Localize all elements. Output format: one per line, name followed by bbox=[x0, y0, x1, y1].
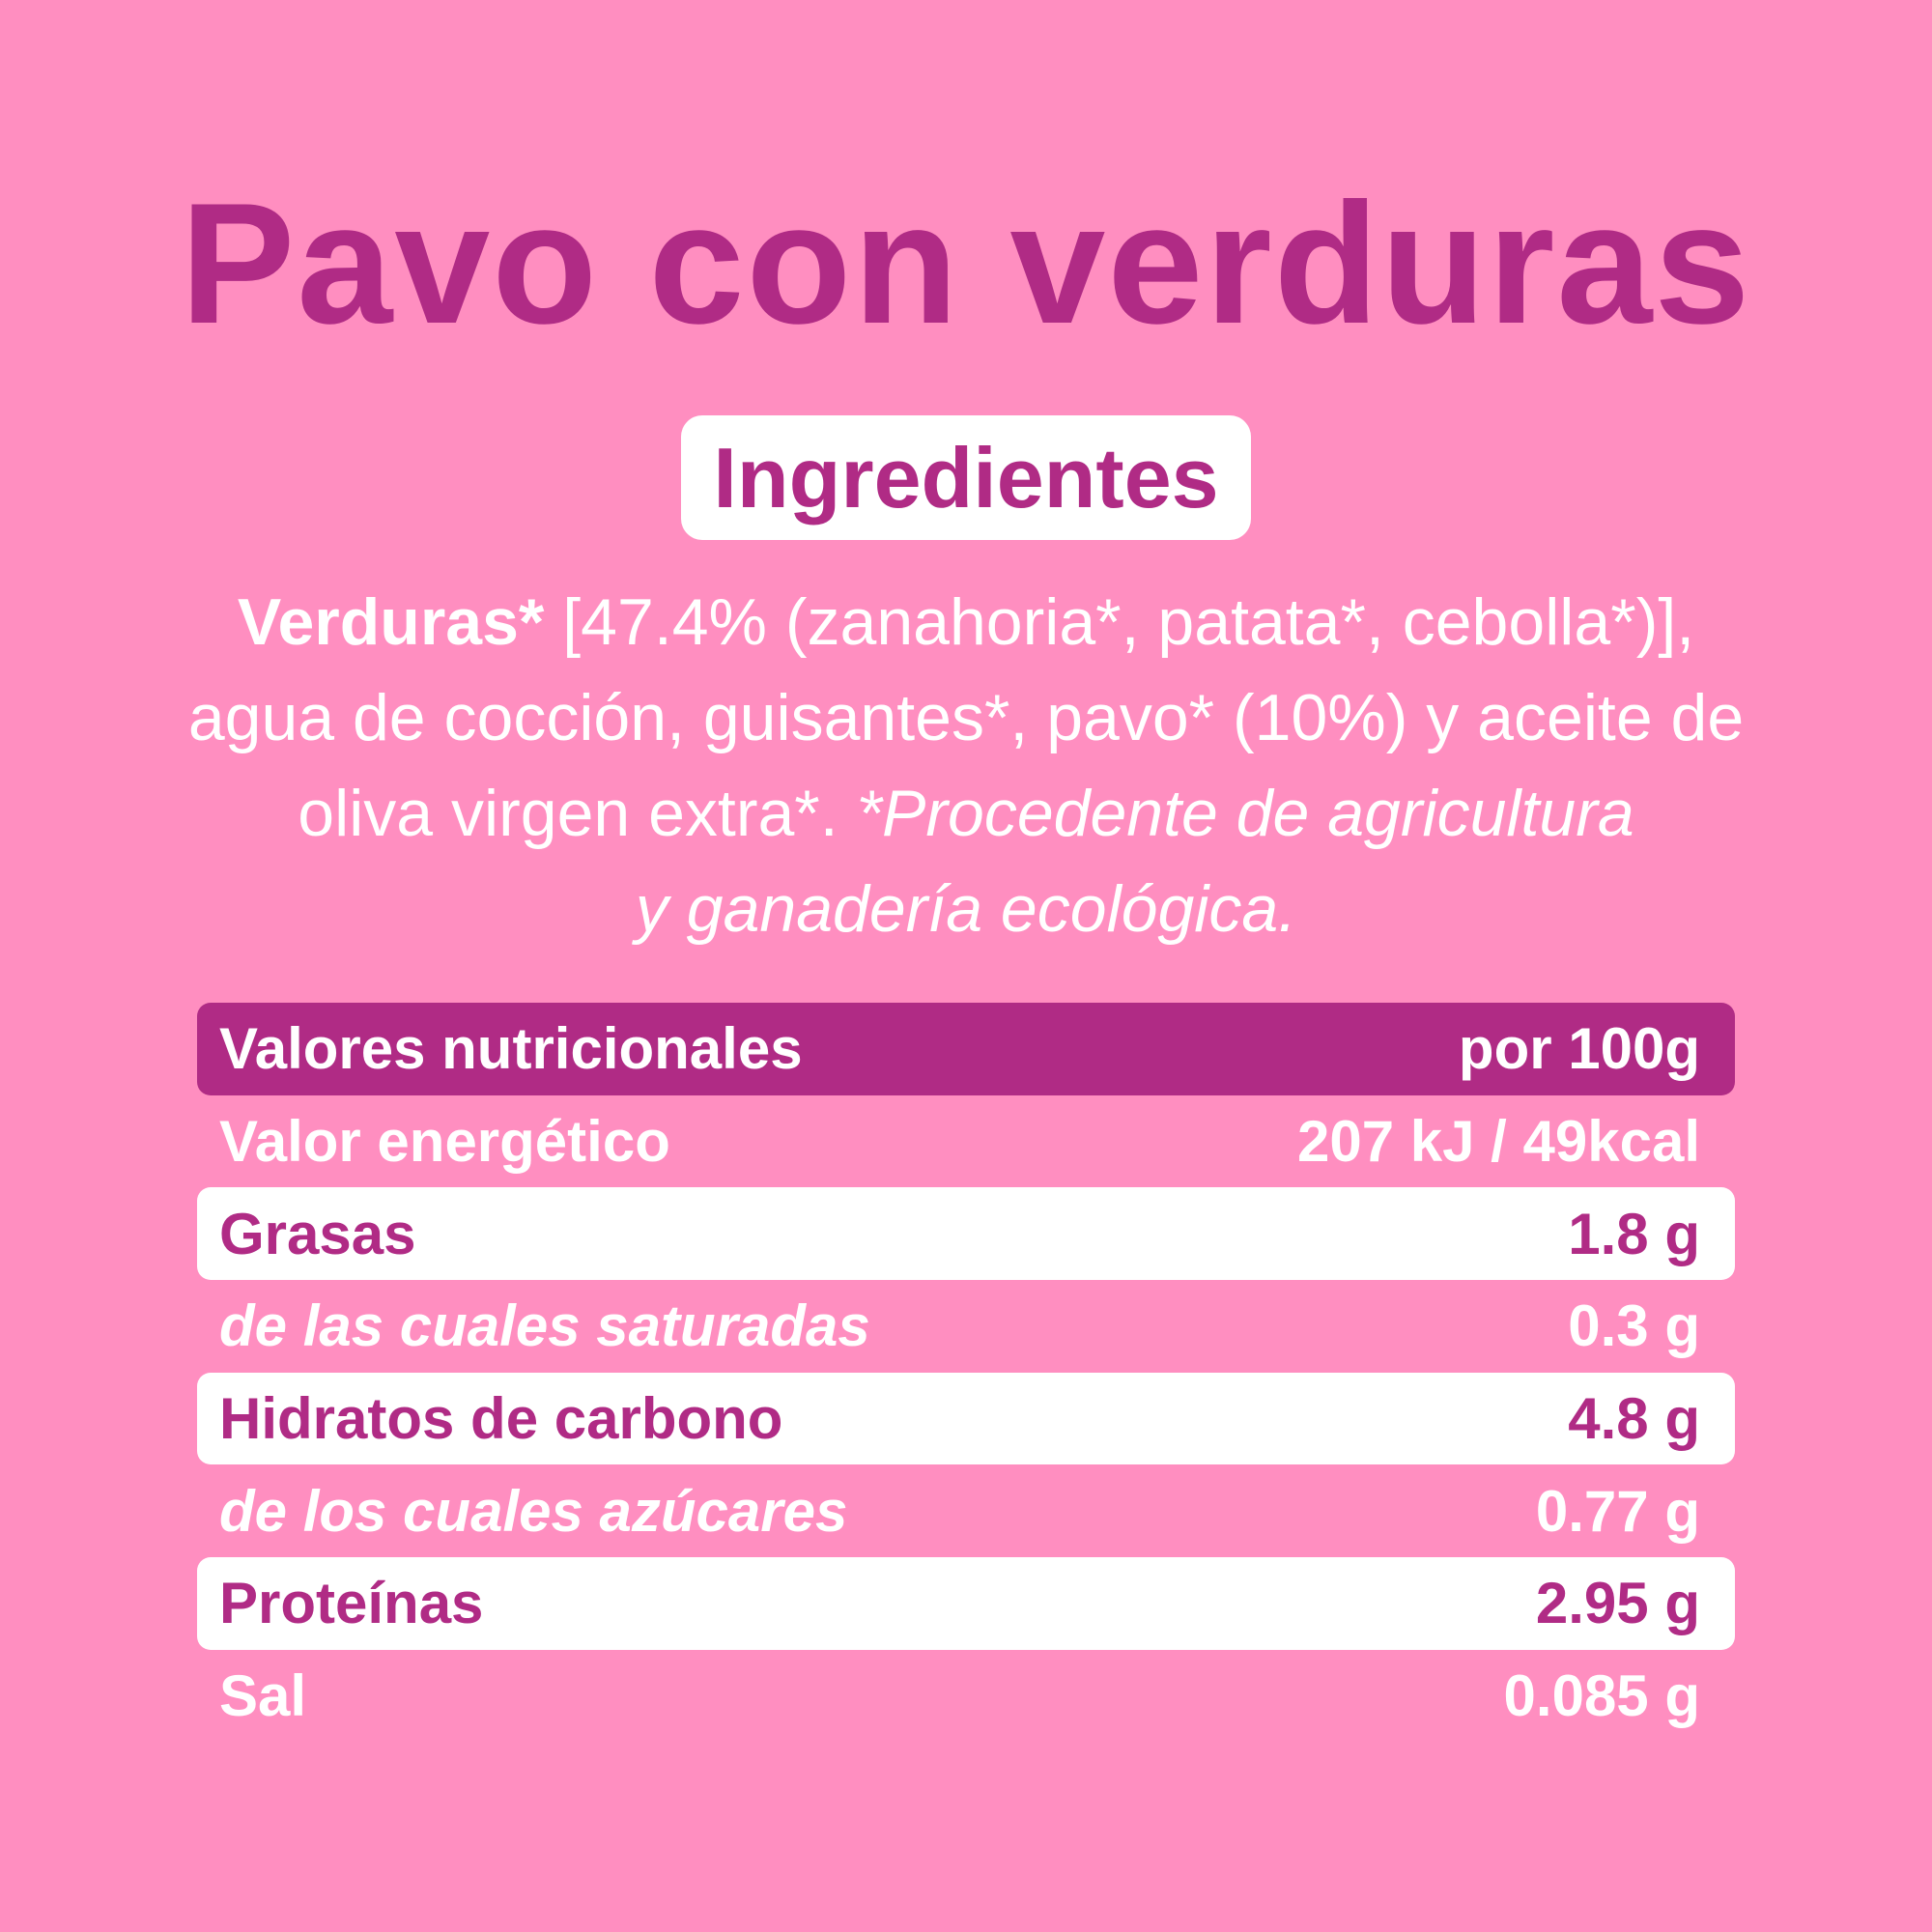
text-run: y ganadería ecológica. bbox=[635, 872, 1297, 946]
nutrient-name: Valor energético bbox=[219, 1109, 670, 1175]
table-row: Sal 0.085 g bbox=[197, 1650, 1735, 1743]
text-run: oliva virgen extra*. bbox=[298, 777, 857, 850]
ingredients-line: oliva virgen extra*. *Procedente de agri… bbox=[0, 766, 1932, 862]
nutrient-value: 207 kJ / 49kcal bbox=[1296, 1109, 1700, 1175]
nutrient-value: 0.085 g bbox=[1503, 1663, 1700, 1729]
table-row: Proteínas 2.95 g bbox=[197, 1557, 1735, 1650]
nutrient-name: de las cuales saturadas bbox=[219, 1293, 870, 1359]
nutrient-value: 0.77 g bbox=[1535, 1478, 1700, 1544]
nutrient-value: 0.3 g bbox=[1568, 1293, 1700, 1359]
nutrient-name: Proteínas bbox=[219, 1571, 484, 1636]
nutrient-name: Grasas bbox=[219, 1201, 416, 1266]
nutrient-value: 2.95 g bbox=[1535, 1571, 1700, 1636]
nutrient-value: 1.8 g bbox=[1568, 1201, 1700, 1266]
ingredients-heading-box: Ingredientes bbox=[681, 415, 1251, 540]
ingredients-line: agua de cocción, guisantes*, pavo* (10%)… bbox=[0, 670, 1932, 766]
table-row: Hidratos de carbono 4.8 g bbox=[197, 1372, 1735, 1465]
text-run: [47.4% (zanahoria*, patata*, cebolla*)], bbox=[544, 585, 1695, 659]
nutrition-table: Valores nutricionales por 100g Valor energ… bbox=[197, 1003, 1735, 1743]
ingredients-line: y ganadería ecológica. bbox=[0, 862, 1932, 957]
nutrient-name: de los cuales azúcares bbox=[219, 1478, 848, 1544]
table-row: Grasas 1.8 g bbox=[197, 1187, 1735, 1281]
title: Pavo con verduras bbox=[180, 167, 1752, 359]
table-row: de las cuales saturadas 0.3 g bbox=[197, 1280, 1735, 1373]
nutrient-name: Sal bbox=[219, 1663, 307, 1729]
text-run: agua de cocción, guisantes*, pavo* (10%)… bbox=[187, 681, 1745, 754]
nutrient-name: Hidratos de carbono bbox=[219, 1386, 783, 1452]
ingredients-text: Verduras* [47.4% (zanahoria*, patata*, c… bbox=[0, 575, 1932, 957]
ingredients-line: Verduras* [47.4% (zanahoria*, patata*, c… bbox=[0, 575, 1932, 670]
text-run: *Procedente de agricultura bbox=[856, 777, 1634, 850]
table-header: Valores nutricionales por 100g bbox=[197, 1003, 1735, 1095]
header-label: Valores nutricionales bbox=[219, 1016, 803, 1082]
table-row: de los cuales azúcares 0.77 g bbox=[197, 1464, 1735, 1557]
nutrient-value: 4.8 g bbox=[1568, 1386, 1700, 1452]
ingredients-heading: Ingredientes bbox=[713, 429, 1219, 526]
text-run: Verduras* bbox=[237, 585, 545, 659]
header-unit: por 100g bbox=[1458, 1016, 1700, 1082]
table-row: Valor energético 207 kJ / 49kcal bbox=[197, 1095, 1735, 1188]
